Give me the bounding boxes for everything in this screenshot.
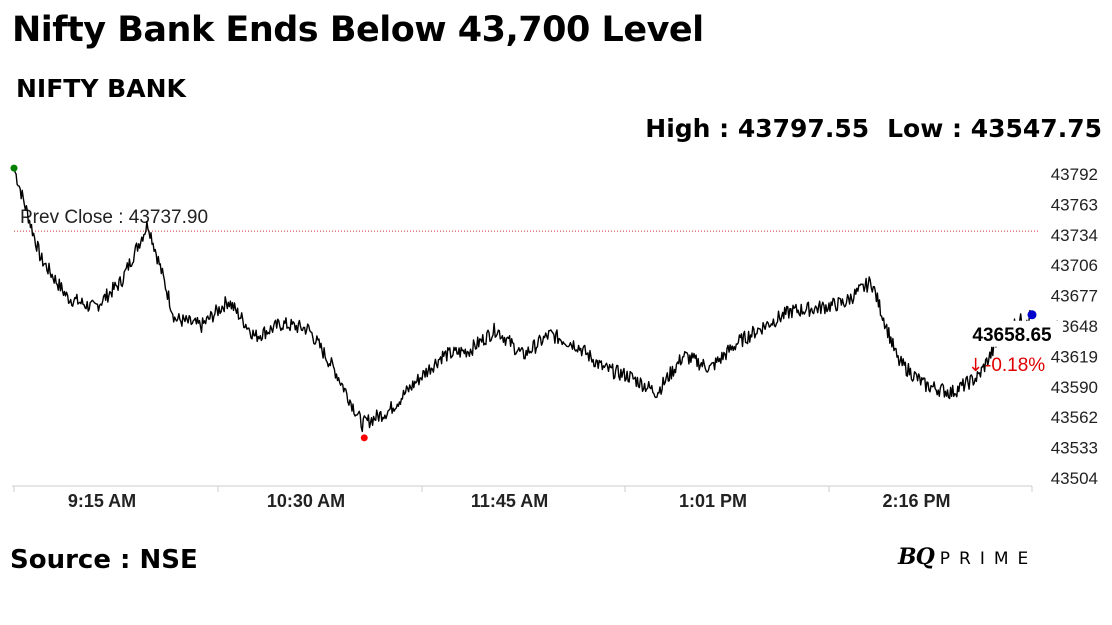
- day-low-point: [360, 434, 368, 442]
- y-tick-label: 43763: [1051, 196, 1098, 215]
- y-tick-label: 43677: [1051, 286, 1098, 305]
- price-series-line: [13, 167, 1033, 433]
- day-low: Low : 43547.75: [887, 114, 1102, 143]
- x-tick-label: 10:30 AM: [267, 491, 345, 511]
- last-price-label: 43658.65: [972, 325, 1052, 346]
- day-high: High : 43797.55: [645, 114, 870, 143]
- brand-logo-bq: BQ: [898, 544, 935, 570]
- prev-close-label: Prev Close : 43737.90: [20, 207, 208, 228]
- high-low-summary: High : 43797.55 Low : 43547.75: [645, 114, 1102, 143]
- brand-logo-prime: PRIME: [939, 549, 1038, 569]
- change-percent-label: -0.18%: [985, 355, 1045, 376]
- chart-title: Nifty Bank Ends Below 43,700 Level: [12, 10, 704, 50]
- source-note: Source : NSE: [10, 545, 198, 575]
- y-tick-label: 43706: [1051, 256, 1098, 275]
- x-tick-label: 2:16 PM: [882, 491, 950, 511]
- y-tick-label: 43562: [1051, 408, 1098, 427]
- x-tick-label: 1:01 PM: [679, 491, 747, 511]
- y-tick-label: 43619: [1051, 348, 1098, 367]
- last-price-point: [1027, 310, 1037, 320]
- prev-close-label-bg: [14, 204, 244, 229]
- last-price-label-bg: [963, 320, 1063, 347]
- y-tick-label: 43792: [1051, 165, 1098, 184]
- change-arrow-icon: ↓: [968, 355, 983, 376]
- y-tick-label: 43504: [1051, 469, 1098, 488]
- x-tick-label: 9:15 AM: [68, 491, 136, 511]
- x-tick-label: 11:45 AM: [471, 491, 548, 511]
- index-name: NIFTY BANK: [16, 74, 186, 103]
- y-tick-label: 43533: [1051, 438, 1098, 457]
- brand-logo: BQ PRIME: [898, 544, 1037, 570]
- day-high-point: [10, 164, 18, 172]
- y-tick-label: 43734: [1051, 226, 1098, 245]
- y-tick-label: 43590: [1051, 378, 1098, 397]
